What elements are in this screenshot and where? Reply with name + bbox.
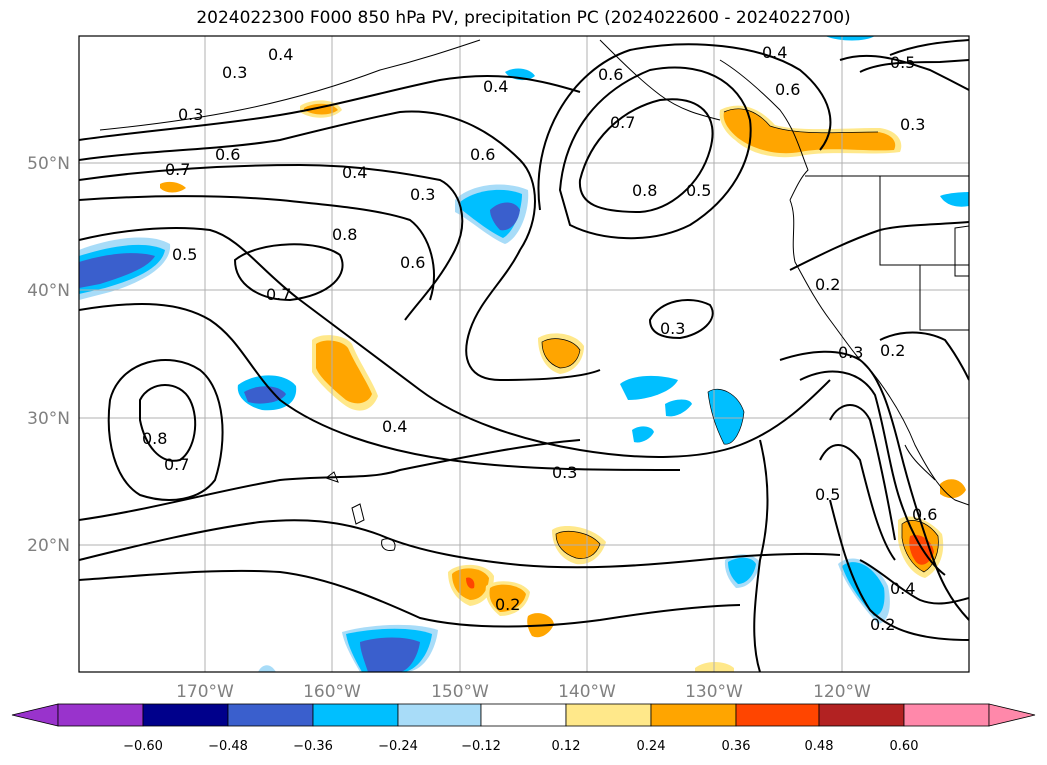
colorbar-tick: 0.12	[552, 739, 581, 754]
contour-label: 0.3	[410, 185, 435, 204]
contour-label: 0.7	[165, 160, 190, 179]
contour-label: 0.8	[142, 429, 167, 448]
contour-label: 0.3	[222, 63, 247, 82]
pv-contours	[79, 39, 969, 672]
colorbar-tick: −0.24	[378, 739, 418, 754]
contour-label: 0.5	[890, 53, 915, 72]
colorbar-tick: 0.60	[890, 739, 919, 754]
contour-label: 0.5	[172, 245, 197, 264]
contour-label: 0.5	[686, 181, 711, 200]
colorbar-tick: 0.24	[637, 739, 666, 754]
contour-label: 0.3	[900, 115, 925, 134]
contour-label: 0.6	[912, 505, 937, 524]
coastlines	[99, 39, 969, 551]
longitude-labels: 170°W 160°W 150°W 140°W 130°W 120°W	[176, 682, 871, 702]
lon-label: 120°W	[813, 682, 871, 702]
map-title: 2024022300 F000 850 hPa PV, precipitatio…	[196, 8, 851, 28]
colorbar-tick: 0.36	[722, 739, 751, 754]
contour-label: 0.7	[266, 285, 291, 304]
contour-label: 0.4	[342, 163, 367, 182]
contour-label: 0.8	[632, 181, 657, 200]
map-frame	[78, 35, 970, 673]
colorbar-extend-high	[988, 703, 1036, 727]
colorbar-tick: 0.48	[805, 739, 834, 754]
colorbar-tick: −0.60	[123, 739, 163, 754]
contour-label: 0.2	[815, 275, 840, 294]
lon-label: 170°W	[176, 682, 234, 702]
contour-label: 0.2	[880, 341, 905, 360]
contour-label: 0.2	[495, 595, 520, 614]
lon-label: 150°W	[431, 682, 489, 702]
colorbar-tick: −0.48	[208, 739, 248, 754]
contour-label: 0.6	[775, 80, 800, 99]
lon-label: 130°W	[685, 682, 743, 702]
lat-label: 40°N	[27, 281, 70, 301]
contour-label: 0.6	[598, 65, 623, 84]
contour-label: 0.3	[178, 105, 203, 124]
contour-label: 0.4	[890, 579, 915, 598]
contour-labels: 0.4 0.3 0.3 0.4 0.6 0.7 0.6 0.4 0.5 0.7 …	[142, 43, 937, 634]
lat-label: 20°N	[27, 536, 70, 556]
colorbar-extend-low	[11, 703, 59, 727]
contour-label: 0.4	[268, 45, 293, 64]
lon-label: 140°W	[558, 682, 616, 702]
contour-label: 0.6	[215, 145, 240, 164]
contour-label: 0.3	[838, 343, 863, 362]
contour-label: 0.6	[400, 253, 425, 272]
lat-label: 30°N	[27, 409, 70, 429]
precip-negative-shading	[79, 36, 969, 672]
lat-label: 50°N	[27, 154, 70, 174]
contour-label: 0.2	[870, 615, 895, 634]
lon-label: 160°W	[303, 682, 361, 702]
contour-label: 0.7	[610, 113, 635, 132]
colorbar-tick: −0.36	[293, 739, 333, 754]
contour-label: 0.4	[382, 417, 407, 436]
contour-label: 0.4	[762, 43, 787, 62]
colorbar	[11, 703, 1036, 727]
precip-outlines	[541, 108, 939, 573]
contour-label: 0.4	[483, 77, 508, 96]
contour-label: 0.3	[660, 319, 685, 338]
contour-label: 0.7	[164, 455, 189, 474]
colorbar-tick-labels: −0.60 −0.48 −0.36 −0.24 −0.12 0.12 0.24 …	[123, 739, 918, 754]
map-gridlines	[79, 36, 969, 672]
contour-label: 0.8	[332, 225, 357, 244]
contour-label: 0.5	[815, 485, 840, 504]
latitude-labels: 50°N 40°N 30°N 20°N	[27, 154, 70, 556]
colorbar-tick: −0.12	[461, 739, 501, 754]
contour-label: 0.3	[552, 463, 577, 482]
contour-label: 0.6	[470, 145, 495, 164]
